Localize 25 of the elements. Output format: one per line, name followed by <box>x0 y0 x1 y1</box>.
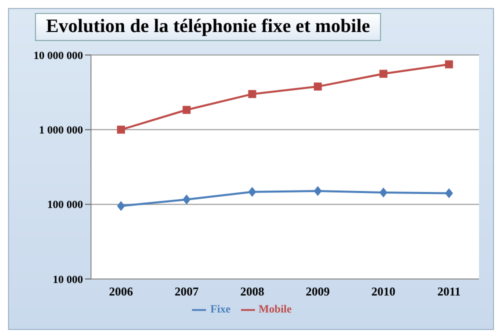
point <box>182 194 191 205</box>
point <box>379 188 388 198</box>
point <box>182 106 191 114</box>
x-tick-label: 2007 <box>174 284 199 299</box>
chart-title: Evolution de la téléphonie fixe et mobile <box>35 13 382 41</box>
legend-label: Fixe <box>210 304 231 316</box>
point <box>117 126 125 134</box>
x-tick-label: 2006 <box>109 284 133 299</box>
x-tick-label: 2008 <box>240 284 264 299</box>
y-tick-label: 10 000 000 <box>34 50 84 62</box>
point <box>379 70 388 78</box>
x-tick-label: 2011 <box>437 284 461 299</box>
y-tick-label: 1 000 000 <box>39 124 84 137</box>
point <box>248 90 256 98</box>
x-tick-label: 2009 <box>306 284 330 299</box>
point <box>117 200 125 211</box>
point <box>445 188 453 198</box>
point <box>248 186 256 197</box>
point <box>445 60 453 68</box>
x-tick-label: 2010 <box>371 284 396 299</box>
y-tick-label: 100 000 <box>47 199 84 212</box>
point <box>314 82 322 91</box>
y-tick-label: 10 000 <box>52 274 84 286</box>
legend-label: Mobile <box>258 304 292 316</box>
point <box>314 186 322 196</box>
